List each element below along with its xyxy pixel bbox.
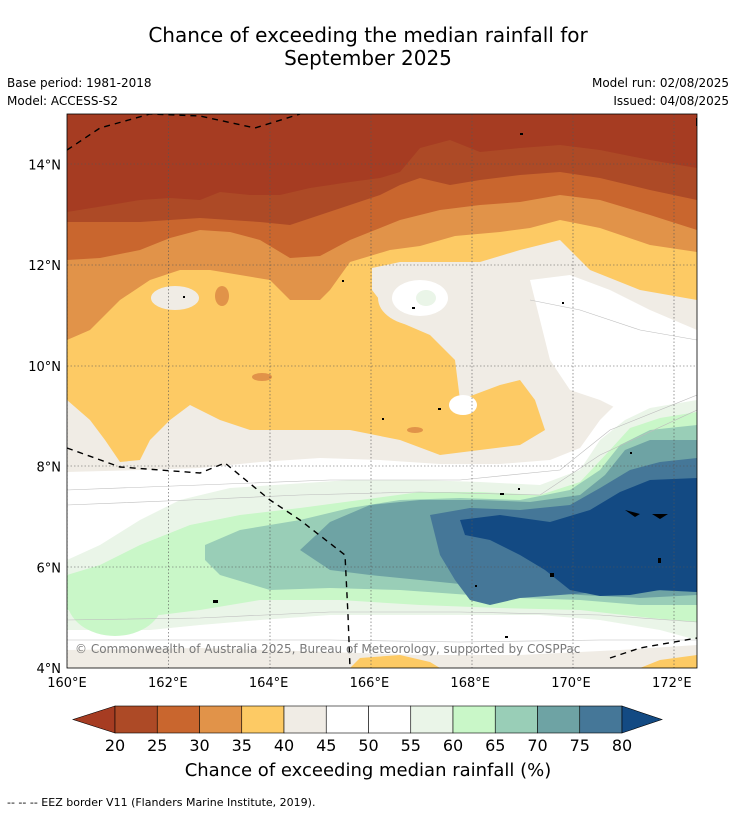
colorbar: 20 25 30 35 40 45 50 55 60 65 70 75 80 [72,705,663,755]
model-run-text: Model run: 02/08/2025 [591,76,729,90]
y-tick-labels: 14°N 12°N 10°N 8°N 6°N 4°N [28,158,61,677]
x-tick-label: 160°E [47,676,87,691]
white-blob-small [449,395,477,415]
x-tick-labels: 160°E 162°E 164°E 166°E 168°E 170°E 172°E [47,676,691,691]
x-tick-label: 166°E [350,676,390,691]
colorbar-swatch [114,705,158,734]
map-frame [66,113,698,669]
colorbar-tick-label: 45 [316,736,336,755]
issued-text: Issued: 04/08/2025 [613,94,729,108]
chart-title-line1: Chance of exceeding the median rainfall … [148,23,588,47]
colorbar-tick-label: 40 [274,736,294,755]
green-blob-sw [67,564,163,636]
copyright-text: © Commonwealth of Australia 2025, Bureau… [75,642,580,656]
x-tick-label: 168°E [450,676,490,691]
colorbar-swatch [410,705,454,734]
colorbar-swatch [156,705,200,734]
contour-fill-layer [67,114,697,668]
colorbar-tick-label: 50 [358,736,378,755]
colorbar-swatch [368,705,412,734]
colorbar-swatch [579,705,623,734]
colorbar-tick-label: 25 [147,736,167,755]
orange-spot-3 [407,427,423,433]
colorbar-tick-label: 75 [570,736,590,755]
colorbar-tick-label: 70 [527,736,547,755]
x-tick-label: 172°E [652,676,692,691]
yellow-tongue [114,397,146,453]
beige-blob-west [151,286,199,310]
band-below-20 [67,114,697,212]
colorbar-swatch [199,705,243,734]
colorbar-swatch [494,705,538,734]
y-tick-label: 8°N [37,461,62,476]
x-tick-label: 170°E [551,676,591,691]
model-text: Model: ACCESS-S2 [7,94,119,108]
orange-spot [215,286,229,306]
band-south-yellow [350,655,697,668]
band-above-80 [460,478,697,596]
orange-spot-2 [252,373,272,381]
band-45-55-north [530,275,697,410]
colorbar-tick-label: 20 [105,736,125,755]
colorbar-swatch [452,705,496,734]
colorbar-tick-label: 35 [232,736,252,755]
colorbar-tick-label: 65 [485,736,505,755]
colorbar-tick-label: 30 [189,736,209,755]
graticule [67,114,697,668]
eez-footnote: -- -- -- EEZ border V11 (Flanders Marine… [7,796,316,809]
colorbar-swatch [325,705,369,734]
green-blob [416,290,436,306]
colorbar-swatch [537,705,581,734]
colorbar-tick-label: 60 [443,736,463,755]
y-tick-label: 4°N [37,662,62,677]
base-period-text: Base period: 1981-2018 [7,76,152,90]
y-tick-label: 12°N [28,259,61,274]
y-tick-label: 6°N [37,561,62,576]
colorbar-swatch [241,705,285,734]
x-tick-label: 162°E [148,676,188,691]
eez-border [67,114,697,668]
colorbar-low-extend [72,705,116,734]
meta-right: Model run: 02/08/2025 Issued: 04/08/2025 [592,74,729,110]
colorbar-tick-label: 55 [401,736,421,755]
y-tick-label: 14°N [28,158,61,173]
chart-title-line2: September 2025 [284,46,452,70]
meta-left: Base period: 1981-2018 Model: ACCESS-S2 [7,74,152,110]
colorbar-high-extend [621,705,663,734]
contour-lines [67,299,697,643]
colorbar-tick-label: 80 [612,736,632,755]
y-tick-label: 10°N [28,360,61,375]
x-tick-label: 164°E [249,676,289,691]
islands [183,118,697,638]
colorbar-title: Chance of exceeding median rainfall (%) [184,760,552,781]
colorbar-swatch [283,705,327,734]
